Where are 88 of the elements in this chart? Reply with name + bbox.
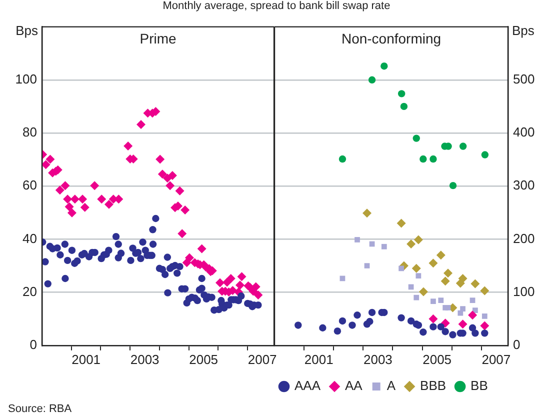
- point: [333, 327, 341, 335]
- point: [480, 151, 488, 158]
- point: [459, 142, 466, 150]
- point: [419, 328, 426, 336]
- point: [413, 294, 419, 300]
- point: [368, 308, 376, 316]
- point: [480, 321, 489, 330]
- point: [419, 155, 426, 163]
- point: [398, 90, 405, 98]
- point: [368, 76, 376, 84]
- x-tick-label: 2007: [248, 352, 277, 367]
- point: [362, 208, 372, 218]
- y-axis-title: Bps: [16, 22, 38, 38]
- point: [471, 330, 478, 337]
- x-tick-label: 2003: [130, 352, 160, 367]
- chart-subtitle: Monthly average, spread to bank bill swap rate: [162, 0, 392, 13]
- y2-tick-label: 200: [512, 230, 534, 246]
- x-tick-label: 2003: [363, 352, 392, 367]
- point: [318, 324, 326, 332]
- point: [460, 306, 466, 312]
- point: [429, 323, 436, 330]
- point: [440, 276, 450, 286]
- point: [482, 314, 487, 319]
- point: [407, 317, 414, 325]
- point: [413, 235, 422, 244]
- y-tick-label: 80: [22, 124, 37, 140]
- legend-label: BB: [470, 378, 488, 394]
- point: [443, 268, 452, 278]
- x-tick-label: 2001: [304, 352, 333, 367]
- legend-label: AA: [344, 378, 362, 394]
- point: [364, 263, 370, 268]
- y2-axis-title: Bps: [512, 22, 534, 38]
- point: [397, 314, 404, 322]
- point: [348, 322, 356, 329]
- point: [338, 155, 346, 163]
- point: [480, 286, 489, 296]
- point: [436, 323, 444, 330]
- point: [380, 62, 388, 70]
- point: [436, 250, 445, 260]
- point: [411, 264, 420, 273]
- point: [458, 320, 467, 329]
- x-tick-label: 2001: [72, 352, 101, 367]
- y-tick-label: 0: [30, 336, 37, 352]
- point: [444, 305, 450, 310]
- y-tick-label: 40: [22, 230, 37, 246]
- y-tick-label: 100: [15, 71, 37, 86]
- y2-tick-label: 500: [512, 71, 534, 86]
- point: [429, 155, 436, 163]
- y2-tick-label: 300: [512, 178, 534, 193]
- y-tick-label: 20: [22, 284, 37, 299]
- point: [400, 102, 408, 110]
- y2-tick-label: 400: [512, 124, 534, 140]
- legend-label: AAA: [294, 378, 320, 394]
- point: [406, 239, 416, 248]
- point: [338, 317, 346, 325]
- point: [438, 298, 444, 303]
- point: [366, 318, 373, 326]
- chart-title: Prime: [140, 30, 177, 47]
- source-note: Source: RBA: [8, 403, 72, 415]
- point: [448, 182, 456, 190]
- y-tick-label: 60: [22, 178, 37, 193]
- point: [430, 298, 436, 304]
- point: [428, 314, 438, 324]
- point: [415, 273, 421, 279]
- y2-tick-label: 100: [512, 284, 534, 299]
- point: [469, 298, 475, 303]
- point: [441, 328, 448, 336]
- point: [468, 324, 476, 332]
- point: [396, 218, 406, 228]
- y2-tick-label: 0: [512, 336, 520, 352]
- x-tick-label: 2005: [189, 352, 218, 367]
- point: [412, 134, 420, 142]
- point: [381, 244, 386, 250]
- x-tick-label: 2005: [422, 352, 452, 367]
- point: [448, 331, 456, 338]
- x-tick-label: 2007: [481, 352, 510, 367]
- point: [480, 330, 488, 337]
- point: [294, 322, 302, 329]
- point: [353, 312, 360, 319]
- point: [468, 310, 477, 320]
- legend-label: BBB: [420, 378, 446, 394]
- point: [458, 274, 467, 283]
- point: [354, 237, 360, 242]
- legend-label: A: [386, 378, 396, 394]
- point: [470, 279, 480, 288]
- chart-title: Non-conforming: [340, 30, 441, 47]
- point: [428, 258, 438, 268]
- point: [418, 287, 428, 296]
